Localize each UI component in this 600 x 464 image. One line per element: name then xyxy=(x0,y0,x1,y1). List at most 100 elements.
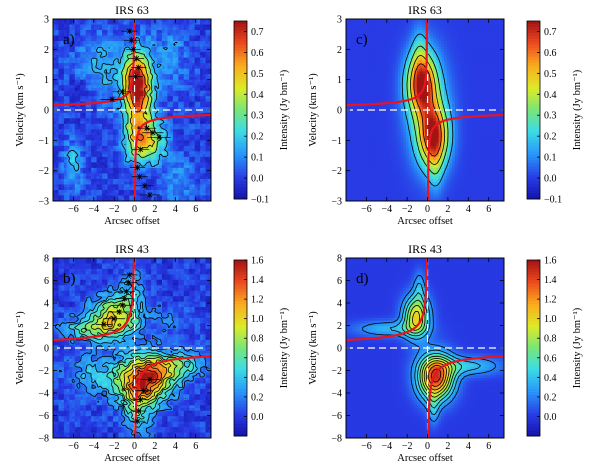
image-pixel xyxy=(474,32,478,36)
image-pixel xyxy=(58,195,62,199)
image-pixel xyxy=(115,93,119,97)
image-pixel xyxy=(346,41,350,45)
image-pixel xyxy=(55,112,59,116)
image-pixel xyxy=(72,30,76,34)
image-pixel xyxy=(202,187,206,191)
image-pixel xyxy=(69,68,73,72)
image-pixel xyxy=(134,107,138,111)
image-pixel xyxy=(153,123,157,127)
image-pixel xyxy=(58,21,62,25)
image-pixel xyxy=(74,176,78,180)
image-pixel xyxy=(422,32,426,36)
image-pixel xyxy=(422,52,426,56)
image-pixel xyxy=(74,134,78,138)
image-pixel xyxy=(175,104,179,108)
image-pixel xyxy=(400,63,404,67)
image-pixel xyxy=(53,170,57,174)
image-pixel xyxy=(463,19,467,23)
image-pixel xyxy=(172,154,176,158)
image-pixel xyxy=(132,140,136,144)
image-pixel xyxy=(118,137,122,141)
image-pixel xyxy=(375,21,380,25)
image-pixel xyxy=(375,46,380,50)
image-pixel xyxy=(164,38,168,42)
image-pixel xyxy=(61,148,65,152)
image-pixel xyxy=(449,35,453,39)
image-pixel xyxy=(112,101,116,105)
image-pixel xyxy=(186,60,190,64)
image-pixel xyxy=(156,126,160,130)
image-pixel xyxy=(159,71,163,75)
image-pixel xyxy=(140,82,144,86)
image-pixel xyxy=(178,82,182,86)
image-pixel xyxy=(449,54,453,58)
image-pixel xyxy=(205,178,209,183)
image-pixel xyxy=(112,79,116,83)
y-tick-label: −2 xyxy=(38,166,49,177)
x-tick-label: −6 xyxy=(68,204,79,215)
image-pixel xyxy=(416,27,420,31)
image-pixel xyxy=(172,76,176,81)
image-pixel xyxy=(191,41,195,45)
image-pixel xyxy=(194,68,198,72)
image-pixel xyxy=(148,151,152,155)
image-pixel xyxy=(134,104,138,108)
image-pixel xyxy=(156,104,160,108)
image-pixel xyxy=(479,32,483,36)
image-pixel xyxy=(495,57,499,61)
image-pixel xyxy=(471,24,475,28)
image-pixel xyxy=(444,35,448,39)
image-pixel xyxy=(121,38,125,42)
image-pixel xyxy=(202,68,206,72)
image-pixel xyxy=(378,60,382,64)
image-pixel xyxy=(359,46,363,50)
image-pixel xyxy=(66,19,70,23)
image-pixel xyxy=(487,46,491,50)
image-pixel xyxy=(99,195,103,199)
image-pixel xyxy=(161,82,166,86)
image-pixel xyxy=(82,54,87,58)
image-pixel xyxy=(359,49,363,53)
image-pixel xyxy=(129,140,133,144)
image-pixel xyxy=(121,35,125,39)
image-pixel xyxy=(359,24,363,28)
image-pixel xyxy=(167,129,171,133)
image-pixel xyxy=(181,198,185,201)
image-pixel xyxy=(159,41,163,45)
image-pixel xyxy=(115,38,119,42)
image-pixel xyxy=(205,148,209,152)
image-pixel xyxy=(63,198,67,201)
image-pixel xyxy=(175,24,179,28)
image-pixel xyxy=(365,46,369,50)
image-pixel xyxy=(172,82,176,86)
image-pixel xyxy=(63,121,67,125)
image-pixel xyxy=(91,24,95,28)
image-pixel xyxy=(107,198,111,201)
image-pixel xyxy=(77,167,81,172)
image-pixel xyxy=(58,85,62,89)
image-pixel xyxy=(121,43,125,47)
image-pixel xyxy=(129,154,133,158)
image-pixel xyxy=(479,27,483,31)
image-pixel xyxy=(82,110,87,114)
image-pixel xyxy=(362,54,366,58)
image-pixel xyxy=(107,162,111,166)
image-pixel xyxy=(110,19,114,23)
image-pixel xyxy=(200,118,204,122)
image-pixel xyxy=(411,35,415,39)
image-pixel xyxy=(403,32,407,36)
image-pixel xyxy=(370,57,374,61)
image-pixel xyxy=(153,74,157,78)
image-pixel xyxy=(454,41,459,45)
image-pixel xyxy=(356,60,360,64)
image-pixel xyxy=(121,30,125,34)
image-pixel xyxy=(115,165,119,169)
image-pixel xyxy=(74,178,78,183)
image-pixel xyxy=(197,41,201,45)
image-pixel xyxy=(55,21,59,25)
image-pixel xyxy=(93,156,97,160)
image-pixel xyxy=(77,176,81,180)
image-pixel xyxy=(85,126,89,130)
image-pixel xyxy=(142,46,146,50)
image-pixel xyxy=(80,187,84,191)
